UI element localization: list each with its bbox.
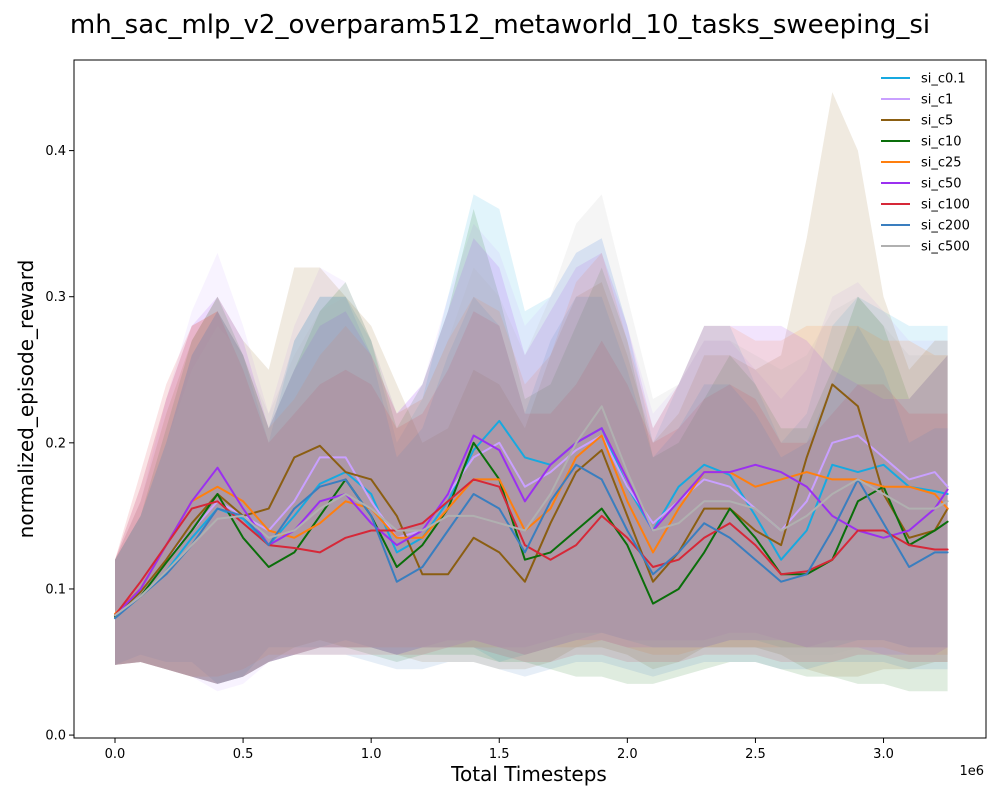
legend-label-si_c1: si_c1: [921, 93, 953, 108]
band-si_c500: [115, 194, 948, 684]
x-axis-scale-label: 1e6: [959, 764, 984, 779]
y-tick-label: 0.4: [45, 144, 66, 159]
band-si_c1: [115, 223, 948, 692]
band-si_c100: [115, 311, 948, 684]
x-tick-label: 2.0: [617, 747, 638, 762]
y-tick-label: 0.1: [45, 582, 66, 597]
legend-label-si_c50: si_c50: [921, 177, 962, 192]
band-si_c50: [115, 238, 948, 684]
legend-label-si_c5: si_c5: [921, 114, 953, 129]
x-axis-ticks: 0.0 0.5 1.0 1.5 2.0 2.5 3.0: [105, 738, 894, 762]
chart-title: mh_sac_mlp_v2_overparam512_metaworld_10_…: [70, 10, 930, 40]
legend-label-si_c25: si_c25: [921, 156, 962, 171]
series-lines: [114, 383, 949, 620]
x-axis-label: Total Timesteps: [450, 762, 607, 786]
x-tick-label: 2.5: [745, 747, 766, 762]
series-line-si_c1: [114, 434, 949, 617]
series-line-si_c10: [114, 441, 949, 618]
y-axis-label: normalized_episode_reward: [14, 260, 38, 539]
series-line-si_c25: [114, 434, 949, 615]
y-tick-label: 0.2: [45, 436, 66, 451]
legend: si_c0.1 si_c1 si_c5 si_c10 si_c25 si_c50 si_c1…: [881, 72, 970, 255]
band-si_c25: [115, 252, 948, 677]
series-line-si_c100: [114, 478, 949, 617]
band-si_c5: [115, 92, 948, 684]
x-tick-label: 0.0: [105, 747, 126, 762]
y-tick-label: 0.3: [45, 290, 66, 305]
band-si_c10: [115, 209, 948, 692]
band-si_c0.1: [115, 194, 948, 684]
band-si_c200: [115, 296, 948, 684]
legend-label-si_c500: si_c500: [921, 240, 970, 255]
x-tick-label: 1.0: [361, 747, 382, 762]
confidence-bands: [115, 92, 948, 692]
legend-label-si_c10: si_c10: [921, 135, 962, 150]
legend-label-si_c0.1: si_c0.1: [921, 72, 966, 87]
legend-label-si_c100: si_c100: [921, 198, 970, 213]
legend-label-si_c200: si_c200: [921, 219, 970, 234]
y-tick-label: 0.0: [45, 729, 66, 744]
series-line-si_c500: [114, 405, 949, 617]
x-tick-label: 1.5: [489, 747, 510, 762]
series-line-si_c200: [114, 463, 949, 620]
plot-frame: [73, 59, 987, 739]
x-tick-label: 3.0: [873, 747, 894, 762]
x-tick-label: 0.5: [233, 747, 254, 762]
y-axis-ticks: 0.0 0.1 0.2 0.3 0.4: [45, 144, 74, 744]
